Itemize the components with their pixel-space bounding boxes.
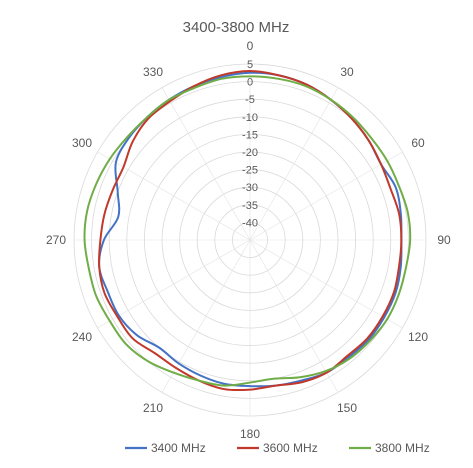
radial-tick-label: 5: [247, 59, 253, 71]
radial-tick-label: -25: [242, 165, 258, 177]
angle-tick-label: 330: [143, 65, 163, 79]
radial-tick-label: -15: [242, 129, 258, 141]
angle-tick-label: 300: [72, 136, 92, 150]
angle-tick-label: 120: [408, 330, 428, 344]
radial-tick-label: -10: [242, 112, 258, 124]
angle-tick-label: 270: [46, 233, 66, 247]
angle-tick-label: 240: [72, 330, 92, 344]
grid-spoke: [249, 239, 403, 329]
grid-spoke: [161, 87, 251, 241]
series-line-3800-mhz: [83, 75, 412, 387]
legend-label: 3800 MHz: [375, 441, 430, 455]
chart-title: 3400-3800 MHz: [183, 19, 290, 36]
grid-spoke: [97, 239, 251, 329]
angle-tick-label: 0: [247, 39, 254, 53]
radial-tick-label: -5: [245, 94, 255, 106]
radial-tick-label: -40: [242, 217, 258, 229]
grid-spoke: [161, 239, 251, 393]
angle-tick-label: 30: [340, 65, 354, 79]
series-layer: [83, 70, 412, 392]
angle-tick-label: 150: [337, 401, 357, 415]
legend-label: 3600 MHz: [263, 441, 318, 455]
radial-tick-label: -30: [242, 182, 258, 194]
series-line-3600-mhz: [97, 70, 403, 392]
radial-tick-label: -20: [242, 147, 258, 159]
grid-spoke: [97, 151, 251, 241]
angle-labels: 0 30 60 90 120 150 180 210 240 270 300 330: [46, 39, 451, 441]
grid-spoke: [249, 239, 339, 393]
radial-labels: 5 0 -5 -10 -15 -20 -25 -30 -35 -40: [242, 59, 258, 229]
angle-tick-label: 90: [437, 233, 451, 247]
legend-label: 3400 MHz: [151, 441, 206, 455]
angle-tick-label: 180: [240, 427, 260, 441]
grid-spoke: [249, 87, 339, 241]
radial-tick-label: 0: [247, 77, 253, 89]
angle-tick-label: 60: [411, 136, 425, 150]
radial-tick-label: -35: [242, 200, 258, 212]
legend: 3400 MHz 3600 MHz 3800 MHz: [125, 441, 430, 455]
polar-grid: [73, 63, 427, 417]
angle-tick-label: 210: [143, 401, 163, 415]
grid-spoke: [249, 151, 403, 241]
